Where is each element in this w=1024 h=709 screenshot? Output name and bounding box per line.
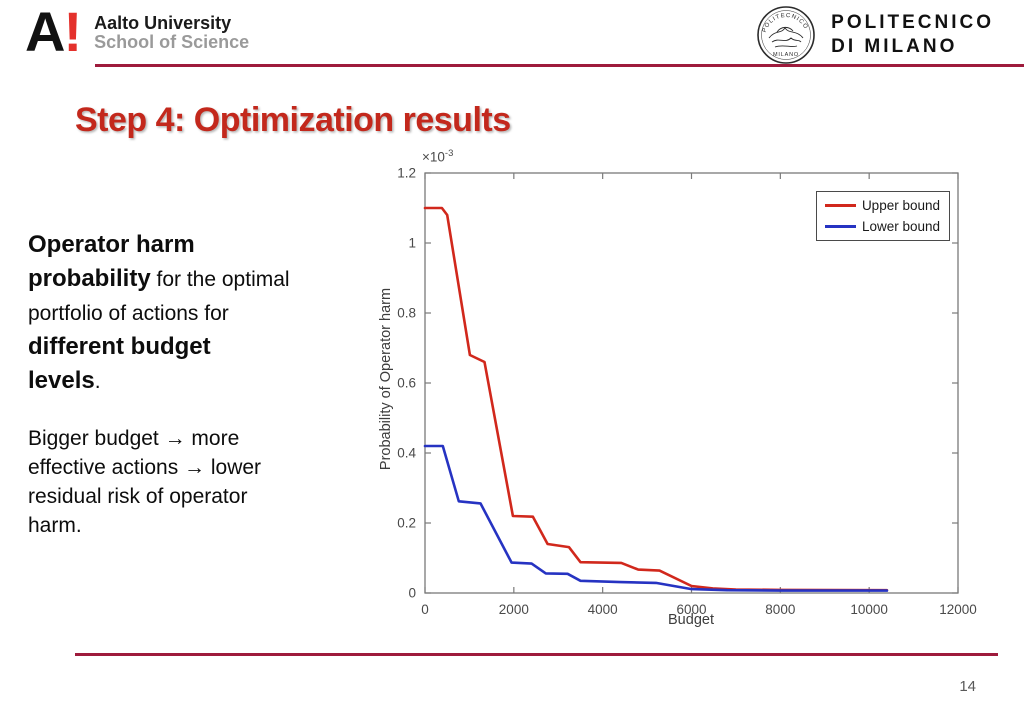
- polimi-seal-top-text: POLITECNICO: [762, 13, 808, 34]
- aalto-university-label: Aalto University: [94, 13, 232, 33]
- svg-text:0: 0: [408, 586, 416, 601]
- aalto-school-label: School of Science: [94, 32, 250, 53]
- polimi-wordmark: POLITECNICO DI MILANO: [831, 11, 994, 60]
- svg-text:4000: 4000: [588, 602, 618, 617]
- polimi-wordmark-line1: POLITECNICO: [831, 11, 994, 33]
- svg-text:0.8: 0.8: [397, 306, 416, 321]
- svg-text:0.6: 0.6: [397, 376, 416, 391]
- paragraph-bigger-budget: Bigger budget → more effective actions →…: [28, 427, 262, 537]
- lower-bound-line-swatch: [824, 225, 856, 228]
- text-panel: Operator harm probability for the optima…: [28, 228, 348, 540]
- svg-text:2000: 2000: [499, 602, 529, 617]
- chart-legend: Upper bound Lower bound: [815, 191, 950, 241]
- svg-text:10000: 10000: [850, 602, 888, 617]
- polimi-seal-icon: POLITECNICO MILANO: [757, 6, 815, 64]
- polimi-seal-bottom-text: MILANO: [773, 52, 799, 58]
- legend-label: Lower bound: [861, 219, 940, 234]
- legend-entry-lower-bound: Lower bound: [824, 218, 940, 235]
- svg-text:1: 1: [408, 236, 416, 251]
- upper-bound-line-swatch: [824, 204, 856, 207]
- optimization-chart: ×10-3 Probability of Operator harm 0 2000…: [365, 146, 1020, 658]
- page-number: 14: [959, 678, 976, 695]
- aalto-logo: A ! Aalto University School of Science: [25, 0, 250, 63]
- svg-text:POLITECNICO: POLITECNICO: [762, 13, 809, 34]
- aalto-logo-a: A: [25, 0, 65, 63]
- aalto-wordmark: Aalto University School of Science: [94, 13, 250, 53]
- svg-text:12000: 12000: [939, 602, 977, 617]
- svg-text:0: 0: [421, 602, 429, 617]
- slide-title: Step 4: Optimization results: [75, 101, 511, 139]
- polimi-wordmark-line2: DI MILANO: [831, 36, 958, 57]
- polimi-logo: POLITECNICO MILANO POLITECNICO DI MILANO: [755, 4, 994, 66]
- svg-text:6000: 6000: [676, 602, 706, 617]
- chart-svg: 0 2000 4000 6000 8000 10000 12000 0 0.2 0.4 0.6 0.8…: [397, 166, 977, 618]
- aalto-logo-exclamation: !: [63, 0, 83, 63]
- legend-entry-upper-bound: Upper bound: [824, 197, 940, 214]
- x-axis-label: Budget: [668, 612, 714, 628]
- svg-text:0.2: 0.2: [397, 516, 416, 531]
- y-axis-exponent-label: ×10-3: [422, 148, 454, 165]
- header-divider-rule: [95, 64, 1024, 67]
- paragraph-operator-harm: Operator harm probability for the optima…: [28, 231, 290, 394]
- footer-divider-rule: [75, 653, 998, 656]
- legend-label: Upper bound: [861, 198, 940, 213]
- svg-text:1.2: 1.2: [397, 166, 416, 181]
- svg-text:0.4: 0.4: [397, 446, 416, 461]
- svg-text:8000: 8000: [765, 602, 795, 617]
- y-axis-label: Probability of Operator harm: [378, 287, 394, 471]
- aalto-logo-icon: A !: [25, 0, 83, 63]
- header: A ! Aalto University School of Science P…: [0, 0, 1024, 70]
